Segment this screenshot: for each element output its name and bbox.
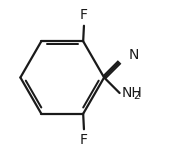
Text: F: F [80, 8, 88, 22]
Text: 2: 2 [133, 91, 139, 101]
Text: NH: NH [121, 86, 142, 100]
Text: F: F [80, 133, 88, 147]
Text: N: N [129, 48, 139, 62]
